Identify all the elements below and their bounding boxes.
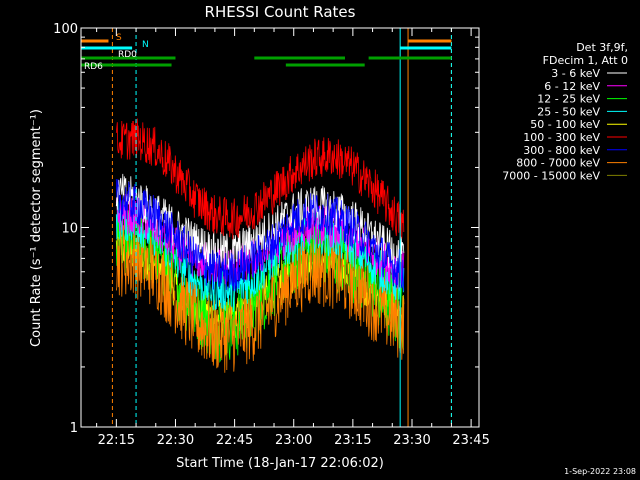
flag-bars-layer: S N RD0 RD6: [81, 33, 452, 72]
legend-label: 50 - 100 keV: [530, 118, 600, 131]
x-tick-label: 22:45: [216, 433, 253, 448]
x-tick-label: 23:15: [334, 433, 371, 448]
flag-label-rd6: RD6: [84, 62, 103, 72]
flag-label-rd0: RD0: [118, 50, 137, 60]
timestamp: 1-Sep-2022 23:08: [564, 467, 636, 476]
flag-label-s: S: [116, 33, 122, 43]
y-tick-label: 100: [53, 22, 78, 37]
legend-label: 100 - 300 keV: [523, 131, 600, 144]
x-tick-label: 23:30: [393, 433, 430, 448]
series-line-800-7000-kev: [115, 225, 405, 373]
legend-header-line-2: FDecim 1, Att 0: [543, 54, 628, 67]
y-tick-label: 1: [70, 421, 78, 436]
y-axis-label: Count Rate (s⁻¹ detector segment⁻¹): [29, 109, 44, 347]
axes-layer: 22:15 22:30 22:45 23:00 23:15 23:30 23:45 1 10 10…: [53, 22, 490, 448]
series-line-100-300-kev: [115, 118, 405, 240]
legend-label: 800 - 7000 keV: [516, 157, 600, 170]
flag-label-n: N: [142, 40, 149, 50]
series-line-300-800-kev: [115, 178, 405, 292]
series-line-3-6-kev: [115, 173, 405, 276]
x-tick-label: 22:15: [98, 433, 135, 448]
data-series-layer: [115, 118, 405, 373]
legend-label: 300 - 800 keV: [523, 144, 600, 157]
legend-label: 7000 - 15000 keV: [502, 169, 600, 182]
chart-title: RHESSI Count Rates: [205, 3, 356, 21]
x-tick-label: 23:45: [452, 433, 489, 448]
legend-label: 6 - 12 keV: [544, 80, 600, 93]
legend-label: 12 - 25 keV: [537, 93, 600, 106]
legend-header-line-1: Det 3f,9f,: [576, 41, 628, 54]
legend-label: 25 - 50 keV: [537, 105, 600, 118]
x-axis-label: Start Time (18-Jan-17 22:06:02): [176, 456, 384, 471]
x-tick-label: 22:30: [157, 433, 194, 448]
y-tick-label: 10: [61, 222, 78, 237]
legend-label: 3 - 6 keV: [551, 67, 600, 80]
x-tick-label: 23:00: [275, 433, 312, 448]
